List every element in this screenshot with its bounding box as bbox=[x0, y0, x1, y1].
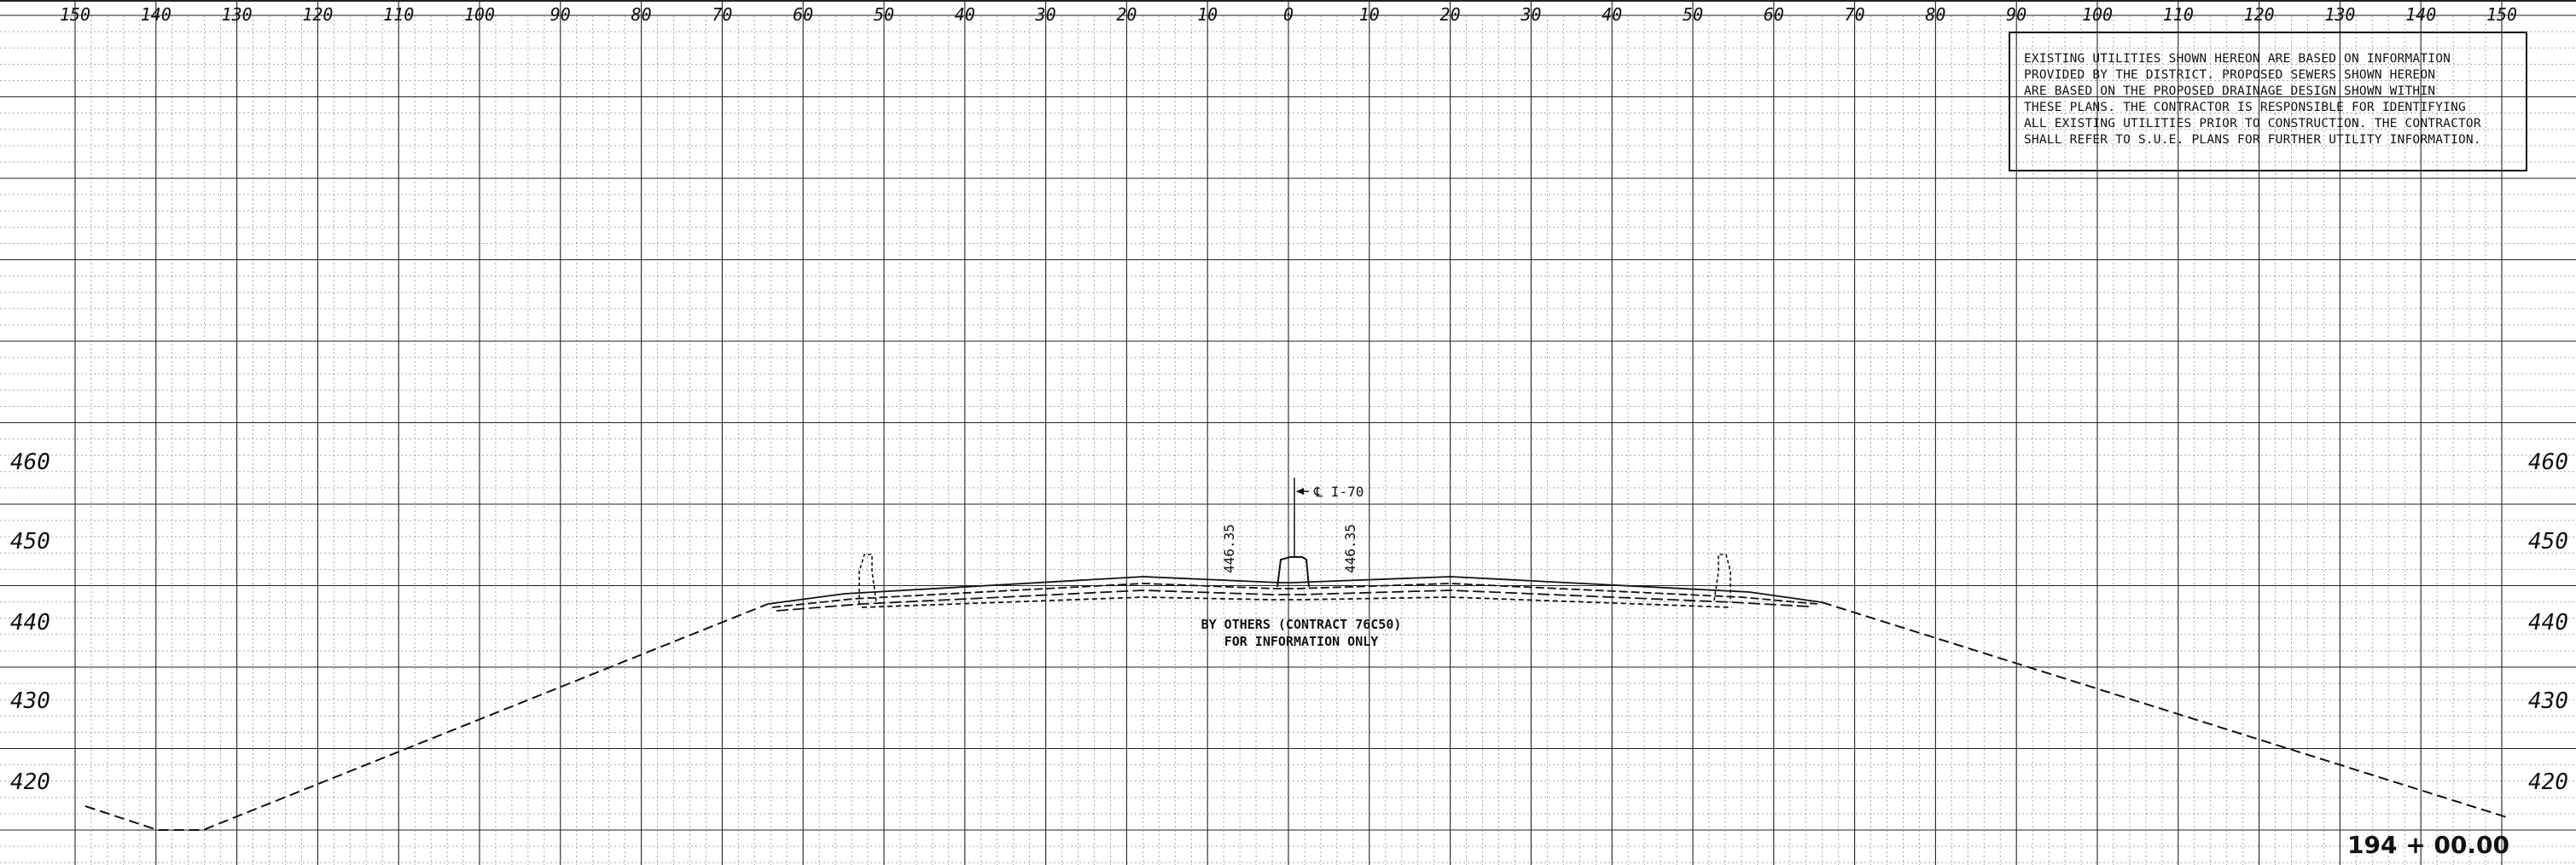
elevation-tick-labels: 460 460 450 450 440 440 430 430 420 420 bbox=[10, 450, 2568, 795]
note-line-1: EXISTING UTILITIES SHOWN HEREON ARE BASE… bbox=[2024, 52, 2451, 66]
offset-tick-label: 80 bbox=[1925, 4, 1945, 25]
note-line-3: ARE BASED ON THE PROPOSED DRAINAGE DESIG… bbox=[2024, 84, 2435, 98]
offset-tick-label: 20 bbox=[1116, 4, 1137, 25]
note-line-6: SHALL REFER TO S.U.E. PLANS FOR FURTHER … bbox=[2024, 133, 2481, 147]
elevation-tick-label-right: 430 bbox=[2528, 688, 2568, 714]
elevation-tick-label-right: 440 bbox=[2528, 610, 2568, 636]
elevation-tick-label-left: 420 bbox=[10, 769, 50, 795]
offset-tick-label: 120 bbox=[2244, 4, 2275, 25]
right-barrier bbox=[1713, 554, 1731, 602]
offset-tick-label: 90 bbox=[550, 4, 571, 25]
offset-tick-label: 150 bbox=[2486, 4, 2517, 25]
offset-tick-label: 20 bbox=[1440, 4, 1461, 25]
roadway-section bbox=[767, 576, 1823, 612]
offset-tick-label: 130 bbox=[222, 4, 253, 25]
offset-tick-label: 30 bbox=[1035, 4, 1056, 25]
offset-tick-label: 50 bbox=[874, 4, 894, 25]
offset-tick-label: 70 bbox=[712, 4, 732, 25]
offset-tick-label: 50 bbox=[1683, 4, 1703, 25]
pavement-layer-1 bbox=[771, 583, 1818, 608]
centerline-label: ℄ I-70 bbox=[1313, 484, 1364, 500]
elevation-tick-label-left: 450 bbox=[10, 529, 50, 554]
offset-tick-label: 130 bbox=[2324, 4, 2355, 25]
elevation-tick-label-left: 440 bbox=[10, 610, 50, 636]
offset-tick-label: 60 bbox=[1764, 4, 1784, 25]
offset-tick-label: 140 bbox=[2405, 4, 2436, 25]
elevation-label-right: 446.35 bbox=[1342, 524, 1358, 573]
by-others-line-2: FOR INFORMATION ONLY bbox=[1224, 634, 1379, 649]
utility-note-border bbox=[2009, 32, 2527, 171]
by-others-line-1: BY OTHERS (CONTRACT 76C50) bbox=[1201, 617, 1402, 632]
offset-tick-label: 100 bbox=[2082, 4, 2113, 25]
offset-tick-label: 30 bbox=[1520, 4, 1541, 25]
offset-tick-labels: 150 140 130 120 110 100 90 80 70 60 50 40 30 20 10 0 10 2… bbox=[60, 4, 2517, 25]
offset-tick-label: 10 bbox=[1359, 4, 1380, 25]
centerline-marker: ℄ I-70 bbox=[1294, 478, 1364, 557]
pavement-layer-2 bbox=[776, 589, 1810, 612]
offset-tick-label: 40 bbox=[1602, 4, 1622, 25]
elevation-tick-label-right: 460 bbox=[2528, 450, 2568, 475]
median-barrier bbox=[1276, 556, 1310, 588]
elevation-label-left: 446.35 bbox=[1221, 524, 1237, 573]
note-line-2: PROVIDED BY THE DISTRICT. PROPOSED SEWER… bbox=[2024, 68, 2435, 82]
ground-profile bbox=[84, 601, 2508, 831]
elevation-tick-label-right: 450 bbox=[2528, 529, 2568, 554]
offset-tick-label: 80 bbox=[631, 4, 652, 25]
offset-tick-label: 100 bbox=[464, 4, 495, 25]
elevation-tick-label-right: 420 bbox=[2528, 769, 2568, 795]
offset-tick-label: 60 bbox=[793, 4, 813, 25]
offset-tick-label: 110 bbox=[383, 4, 414, 25]
minor-grid bbox=[0, 15, 2576, 865]
utility-note: EXISTING UTILITIES SHOWN HEREON ARE BASE… bbox=[2009, 32, 2527, 171]
offset-tick-label: 10 bbox=[1197, 4, 1218, 25]
offset-tick-label: 150 bbox=[60, 4, 90, 25]
offset-tick-label: 120 bbox=[302, 4, 333, 25]
offset-tick-label: 40 bbox=[955, 4, 975, 25]
right-side-slope bbox=[1821, 601, 2508, 818]
left-barrier bbox=[858, 554, 877, 604]
pavement-top bbox=[767, 576, 1823, 605]
offset-tick-label: 140 bbox=[141, 4, 172, 25]
left-side-slope bbox=[84, 603, 769, 831]
offset-tick-label: 0 bbox=[1283, 4, 1294, 25]
elevation-tick-label-left: 430 bbox=[10, 688, 50, 714]
elevation-tick-label-left: 460 bbox=[10, 450, 50, 475]
note-line-4: THESE PLANS. THE CONTRACTOR IS RESPONSIB… bbox=[2024, 101, 2466, 114]
pavement-layer-3 bbox=[861, 596, 1733, 608]
offset-tick-label: 110 bbox=[2163, 4, 2194, 25]
note-line-5: ALL EXISTING UTILITIES PRIOR TO CONSTRUC… bbox=[2024, 117, 2481, 131]
offset-tick-label: 90 bbox=[2006, 4, 2026, 25]
station-label: 194 + 00.00 bbox=[2347, 831, 2509, 859]
offset-tick-label: 70 bbox=[1845, 4, 1865, 25]
